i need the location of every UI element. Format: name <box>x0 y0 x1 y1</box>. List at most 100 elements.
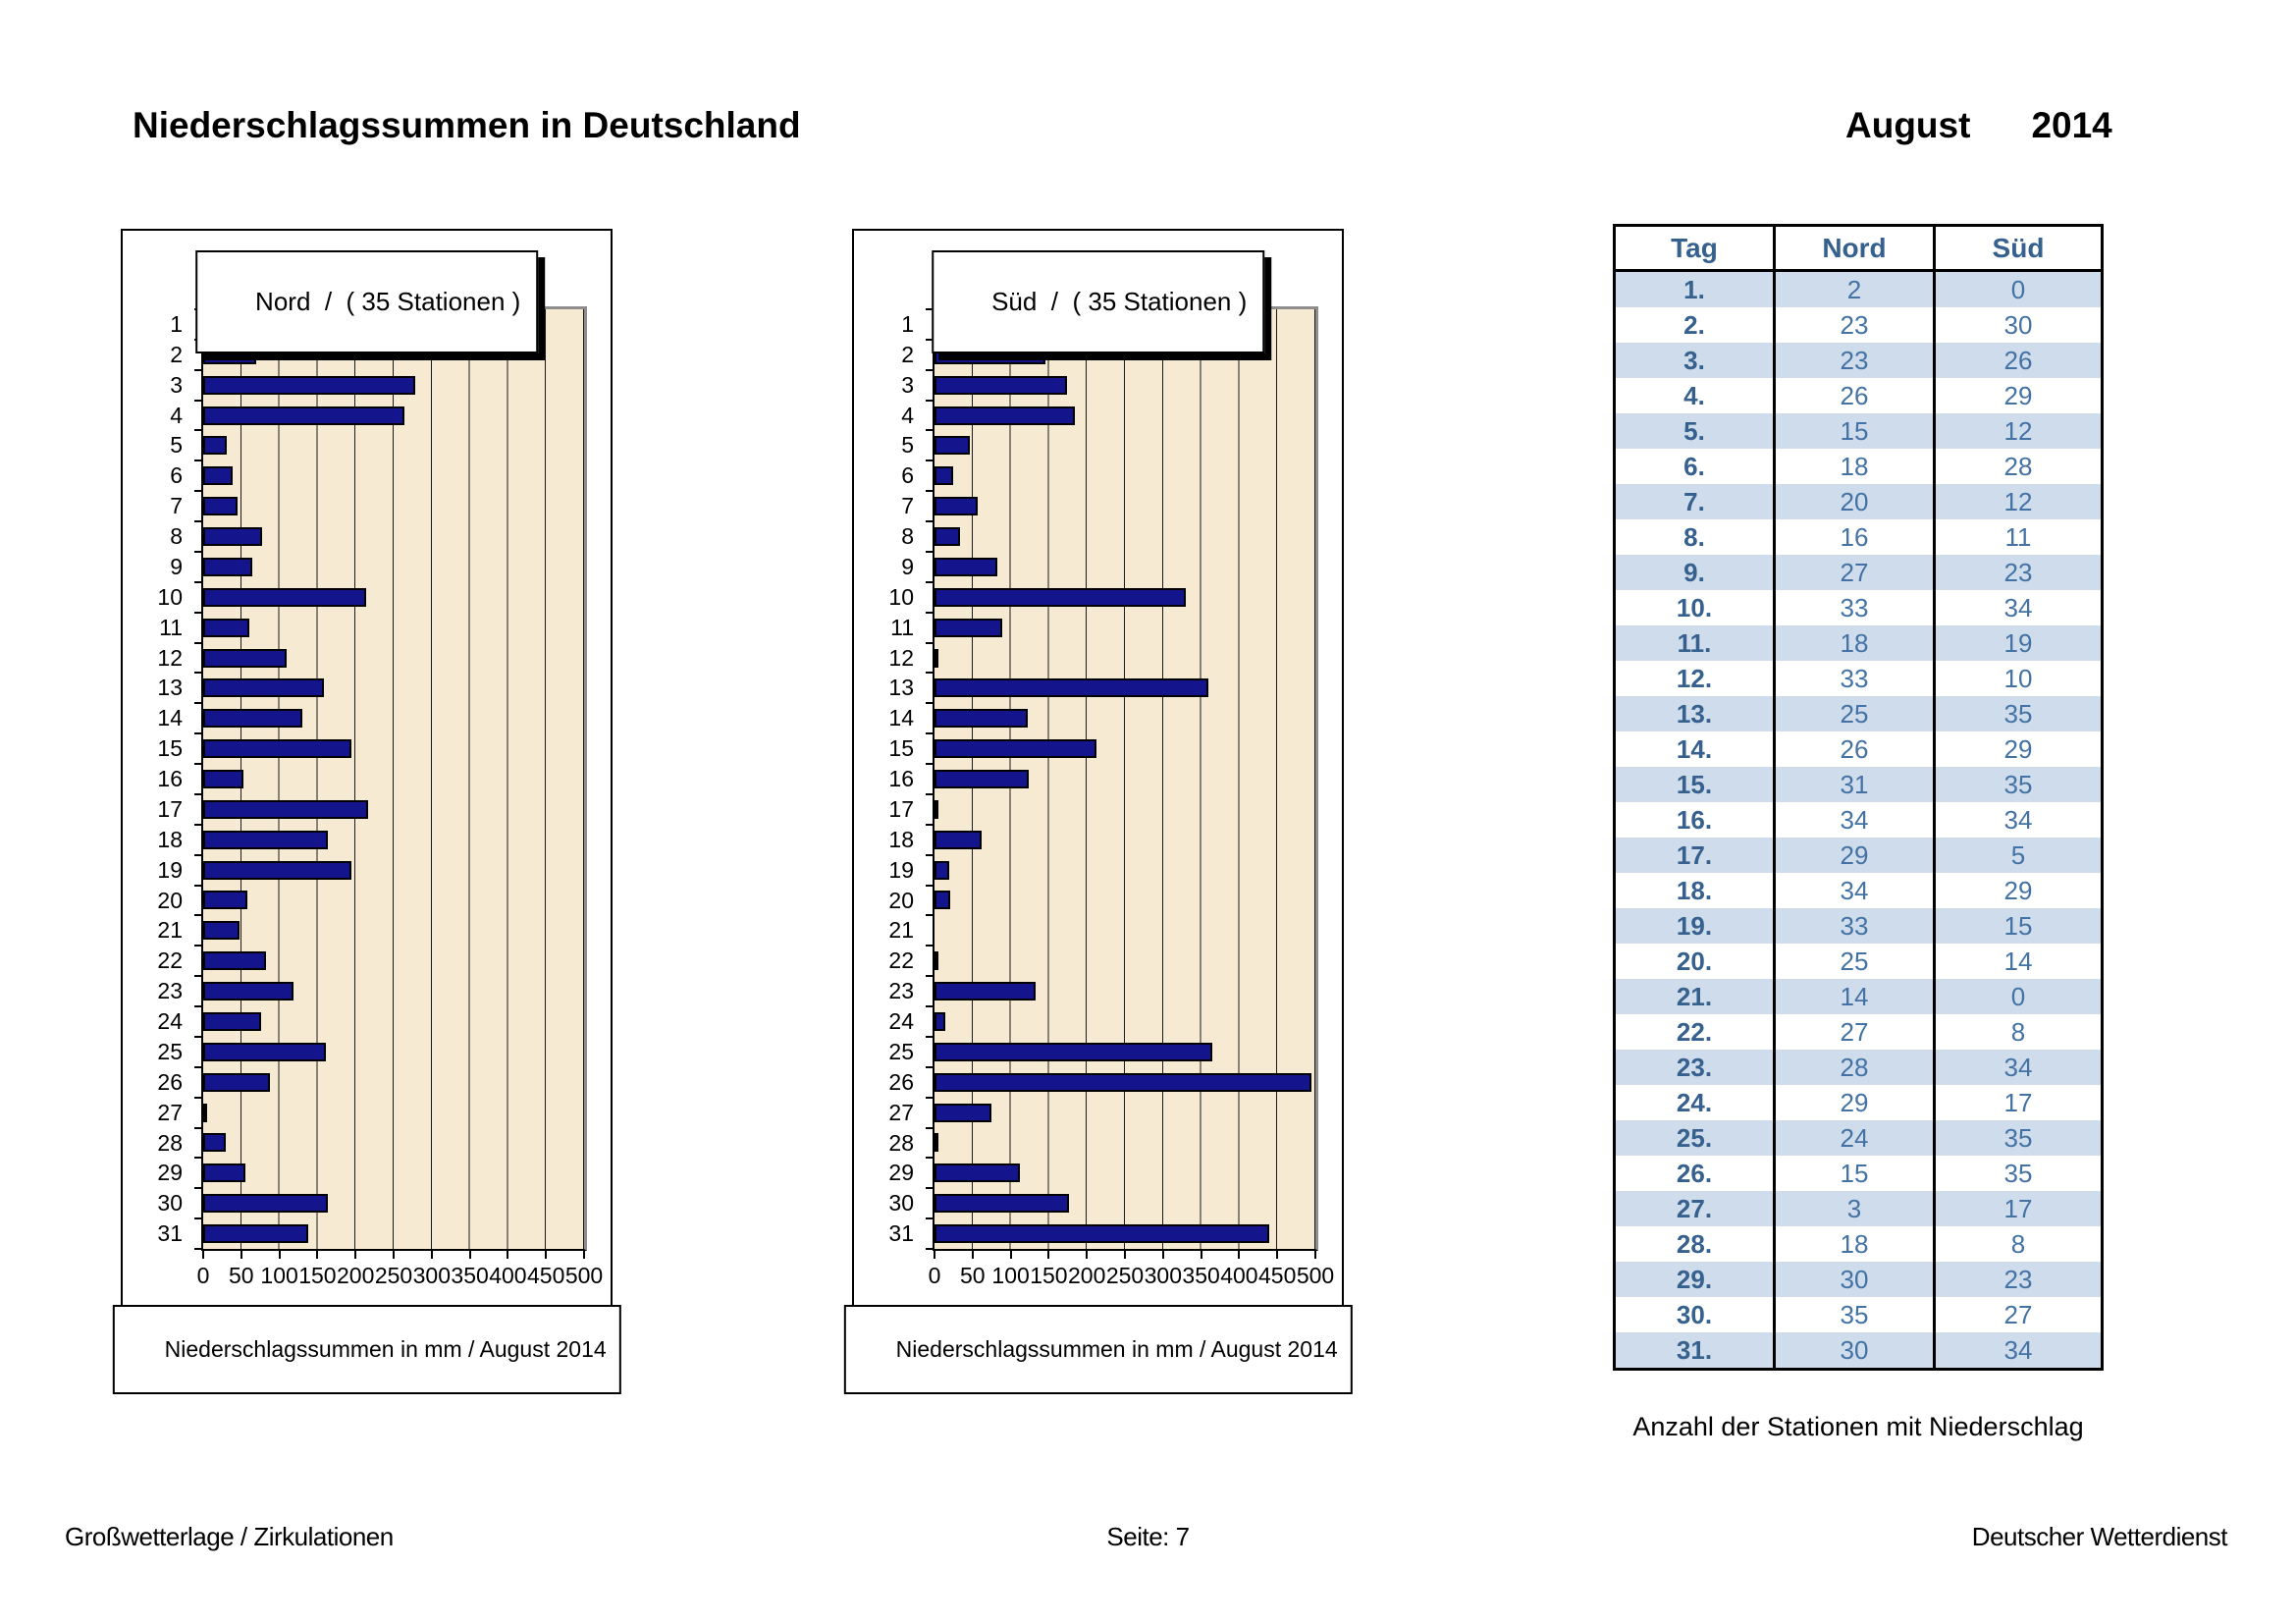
y-axis-tick <box>194 1157 201 1160</box>
y-axis-label: 28 <box>157 1129 183 1156</box>
y-axis-ticks <box>926 308 933 1250</box>
cell-tag: 12. <box>1616 661 1776 696</box>
x-axis-tick-label: 250 <box>1105 1263 1145 1288</box>
bar <box>203 375 415 395</box>
y-axis-tick <box>194 1126 201 1129</box>
bar <box>934 982 1037 1001</box>
y-axis-label: 25 <box>157 1038 183 1064</box>
x-axis-tick <box>316 1251 319 1259</box>
bar <box>934 799 938 819</box>
table-row: 6. 18 28 <box>1616 449 2101 484</box>
y-axis-label: 10 <box>888 583 914 610</box>
cell-tag: 29. <box>1616 1262 1776 1297</box>
x-axis-tick <box>545 1251 548 1259</box>
y-axis-label: 29 <box>888 1160 914 1186</box>
y-axis-tick <box>926 1126 933 1129</box>
y-axis-tick <box>926 1248 933 1250</box>
cell-tag: 2. <box>1616 307 1776 343</box>
table-row: 30. 35 27 <box>1616 1297 2101 1332</box>
y-axis-label: 1 <box>170 311 183 337</box>
x-axis-tick <box>354 1251 357 1259</box>
y-axis-tick <box>926 1157 933 1160</box>
y-axis-tick <box>926 520 933 523</box>
x-axis-tick-labels: 0 50 100 150 200 250 300 350 400 450 500 <box>929 1263 1335 1290</box>
bar <box>934 1011 945 1031</box>
bar <box>203 557 252 576</box>
cell-nord: 23 <box>1776 343 1936 378</box>
y-axis-tick <box>194 914 201 917</box>
y-axis-label: 11 <box>159 614 183 640</box>
cell-sued: 0 <box>2010 274 2026 304</box>
bar <box>934 527 961 547</box>
y-axis-label: 3 <box>170 371 183 398</box>
cell-nord: 20 <box>1776 484 1936 519</box>
y-axis-ticks <box>194 308 201 1250</box>
bar <box>934 618 1003 637</box>
bar <box>934 770 1030 788</box>
bar <box>203 860 351 880</box>
table-row: 27. 3 17 <box>1616 1191 2101 1226</box>
cell-tag: 22. <box>1616 1014 1776 1050</box>
y-axis-label: 20 <box>888 887 914 913</box>
y-axis-tick <box>926 702 933 705</box>
y-axis-label: 13 <box>888 675 914 701</box>
y-axis-tick <box>926 792 933 795</box>
y-axis-tick <box>926 429 933 432</box>
bar <box>934 648 938 668</box>
cell-sued: 35 <box>2003 1158 2033 1188</box>
cell-tag: 27. <box>1616 1191 1776 1226</box>
x-axis-tick-label: 50 <box>960 1263 986 1288</box>
cell-tag: 26. <box>1616 1156 1776 1191</box>
cell-sued: 29 <box>2003 380 2033 410</box>
table-row: 13. 25 35 <box>1616 696 2101 731</box>
footer-right: Deutscher Wetterdienst <box>1971 1522 2228 1551</box>
x-axis-tick-label: 150 <box>1030 1263 1068 1288</box>
bar <box>203 648 288 668</box>
x-axis-tick-label: 450 <box>1258 1263 1297 1288</box>
table-row: 7. 20 12 <box>1616 484 2101 519</box>
bar <box>203 497 238 516</box>
x-axis-tick <box>430 1251 433 1259</box>
cell-nord: 27 <box>1776 1014 1936 1050</box>
x-axis-tick <box>583 1251 585 1259</box>
y-axis-label: 5 <box>170 432 183 459</box>
y-axis-label: 25 <box>888 1038 914 1064</box>
cell-nord: 25 <box>1776 944 1936 979</box>
y-axis-label: 7 <box>170 493 183 519</box>
cell-nord: 2 <box>1776 272 1936 307</box>
page-footer: Großwetterlage / Zirkulationen Seite: 7 … <box>0 1522 2296 1561</box>
y-axis-label: 16 <box>157 766 183 792</box>
y-axis-label: 31 <box>157 1220 183 1247</box>
y-axis-label: 23 <box>157 978 183 1004</box>
y-axis-label: 4 <box>901 402 914 428</box>
cell-tag: 24. <box>1616 1085 1776 1120</box>
cell-tag: 6. <box>1616 449 1776 484</box>
y-axis-label: 15 <box>888 735 914 762</box>
cell-tag: 9. <box>1616 555 1776 590</box>
cell-sued: 12 <box>2003 486 2033 516</box>
x-axis-label: Niederschlagssummen in mm / August 2014 <box>895 1336 1338 1362</box>
bar <box>934 860 949 880</box>
y-axis-tick <box>194 550 201 553</box>
cell-sued: 27 <box>2003 1299 2033 1329</box>
bar <box>203 830 329 849</box>
y-axis-tick <box>926 641 933 644</box>
cell-sued: 17 <box>2003 1193 2033 1223</box>
cell-tag: 13. <box>1616 696 1776 731</box>
cell-sued: 29 <box>2003 733 2033 764</box>
y-axis-label: 8 <box>901 523 914 550</box>
cell-sued: 15 <box>2003 910 2033 941</box>
bar <box>203 1194 329 1214</box>
y-axis-label: 9 <box>901 553 914 579</box>
y-axis-tick <box>194 763 201 766</box>
bar <box>203 466 234 486</box>
cell-tag: 30. <box>1616 1297 1776 1332</box>
x-axis-tick-label: 100 <box>260 1263 298 1288</box>
y-axis-tick <box>194 580 201 583</box>
cell-tag: 3. <box>1616 343 1776 378</box>
x-axis-tick-label: 350 <box>451 1263 489 1288</box>
y-axis-tick <box>926 550 933 553</box>
table-row: 9. 27 23 <box>1616 555 2101 590</box>
cell-tag: 15. <box>1616 767 1776 802</box>
bar <box>203 770 244 788</box>
